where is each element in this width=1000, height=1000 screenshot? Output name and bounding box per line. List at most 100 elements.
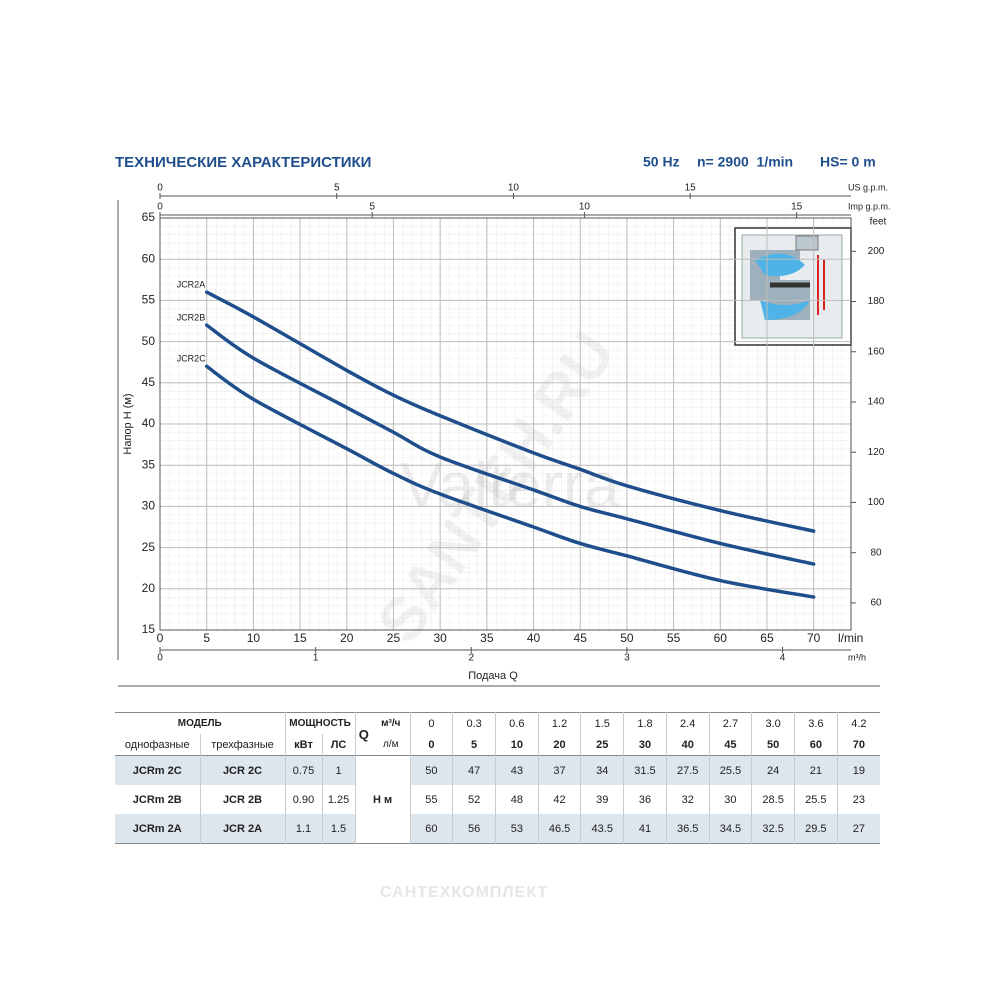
value-cell: 27 bbox=[836, 814, 880, 844]
value-cell: 23 bbox=[836, 785, 880, 814]
curve-label: JCR2A bbox=[177, 280, 206, 290]
value-cell: 21 bbox=[794, 755, 838, 785]
x-tick-label: 55 bbox=[667, 631, 681, 645]
plot-frame bbox=[159, 217, 852, 631]
header-cell: 45 bbox=[708, 734, 752, 756]
x-tick-label: 15 bbox=[791, 202, 803, 213]
pump-inset bbox=[734, 227, 852, 346]
header-cell: Q bbox=[354, 712, 373, 756]
header-cell: однофазные bbox=[124, 738, 190, 751]
model-cell: JCR 2C bbox=[199, 755, 286, 785]
power-cell: 1.1 bbox=[284, 814, 323, 844]
curve bbox=[204, 323, 816, 566]
y2-tick-label: 160 bbox=[868, 346, 885, 357]
curve-label: JCR2C bbox=[177, 354, 207, 364]
header-cell: 70 bbox=[836, 734, 880, 756]
x-unit-label: l/min bbox=[838, 631, 863, 645]
value-cell: 28.5 bbox=[751, 785, 795, 814]
value-cell: 39 bbox=[580, 785, 624, 814]
x-tick-label: 20 bbox=[340, 631, 354, 645]
power-cell: 0.75 bbox=[284, 755, 323, 785]
table-row: однофазные трехфазные кВт ЛС л/м 0 5 10 20 25 30 40… bbox=[115, 734, 880, 756]
x-unit-label: m³/h bbox=[848, 652, 866, 662]
condition: HS= 0 m bbox=[820, 154, 876, 170]
model-cell: JCRm 2C bbox=[115, 755, 200, 785]
header-cell: кВт bbox=[284, 734, 323, 756]
x-tick-label: 35 bbox=[480, 631, 494, 645]
model-cell: JCR 2B bbox=[199, 785, 286, 814]
value-cell: 32.5 bbox=[751, 814, 795, 844]
value-cell: 55 bbox=[409, 785, 453, 814]
table-row: JCRm 2B JCR 2B 0.90 1.25 55 52 48 42 39 36 32 30 28.… bbox=[115, 785, 880, 814]
y2-axis-label: feet bbox=[870, 217, 887, 228]
header-cell: м³/ч bbox=[381, 718, 401, 729]
x-tick-label: 70 bbox=[807, 631, 821, 645]
value-cell: 43 bbox=[494, 755, 539, 785]
x-tick-label: 65 bbox=[760, 631, 774, 645]
x-tick-label: 0 bbox=[157, 183, 163, 194]
x-tick-label: 3 bbox=[624, 653, 630, 664]
y2-tick-label: 100 bbox=[868, 497, 885, 508]
header-cell: 60 bbox=[794, 734, 838, 756]
value-cell: 30 bbox=[708, 785, 752, 814]
value-cell: 56 bbox=[452, 814, 496, 844]
y-tick-label: 15 bbox=[142, 622, 156, 636]
header-cell: 1.5 bbox=[580, 712, 624, 734]
table-row: JCRm 2C JCR 2C 0.75 1 H м 50 47 43 37 34 31.5 27.5 2… bbox=[115, 755, 880, 844]
value-cell: 41 bbox=[623, 814, 667, 844]
y-tick-label: 55 bbox=[142, 293, 156, 307]
value-cell: 25.5 bbox=[794, 785, 838, 814]
value-cell: 47 bbox=[452, 755, 496, 785]
x-tick-label: 15 bbox=[293, 631, 307, 645]
header-cell: 3.0 bbox=[751, 712, 795, 734]
header-cell: л/м bbox=[383, 739, 399, 750]
value-cell: 31.5 bbox=[623, 755, 667, 785]
x-tick-label: 25 bbox=[387, 631, 401, 645]
table-row: JCRm 2A JCR 2A 1.1 1.5 60 56 53 46.5 43.5 41 36.5 3… bbox=[115, 814, 880, 844]
x-tick-label: 10 bbox=[579, 202, 591, 213]
unit-cell: H м bbox=[354, 755, 411, 844]
x-tick-label: 0 bbox=[157, 202, 163, 213]
y-tick-label: 25 bbox=[142, 540, 156, 554]
model-cell: JCR 2A bbox=[199, 814, 286, 844]
y2-tick-label: 200 bbox=[868, 246, 885, 257]
header-cell: 1.8 bbox=[623, 712, 667, 734]
value-cell: 24 bbox=[751, 755, 795, 785]
x-tick-label: 5 bbox=[334, 183, 340, 194]
header-cell: МОЩНОСТЬ bbox=[284, 712, 356, 734]
header-cell: 0.6 bbox=[494, 712, 539, 734]
condition: n= 2900 1/min bbox=[697, 154, 793, 170]
value-cell: 25.5 bbox=[708, 755, 752, 785]
model-cell: JCRm 2B bbox=[132, 793, 182, 806]
value-cell: 27.5 bbox=[665, 755, 710, 785]
header-cell: 0 bbox=[409, 712, 453, 734]
x-tick-label: 2 bbox=[468, 653, 474, 664]
header-cell: 2.4 bbox=[665, 712, 710, 734]
header-cell: 0 bbox=[409, 734, 453, 756]
value-cell: 60 bbox=[409, 814, 453, 844]
power-cell: 1.25 bbox=[321, 785, 356, 814]
curve-label: JCR2B bbox=[177, 312, 206, 322]
curve bbox=[204, 364, 816, 599]
x-tick-label: 60 bbox=[714, 631, 728, 645]
y2-tick-label: 60 bbox=[870, 598, 882, 609]
value-cell: 43.5 bbox=[580, 814, 624, 844]
x-tick-label: 40 bbox=[527, 631, 541, 645]
x-unit-label: Imp g.p.m. bbox=[848, 201, 891, 211]
header-cell: 25 bbox=[580, 734, 624, 756]
value-cell: 46.5 bbox=[537, 814, 581, 844]
header-cell: 3.6 bbox=[794, 712, 838, 734]
y2-tick-label: 180 bbox=[868, 296, 885, 307]
chart-title: ТЕХНИЧЕСКИЕ ХАРАКТЕРИСТИКИ bbox=[115, 154, 371, 171]
power-cell: 1 bbox=[321, 755, 356, 785]
x-tick-label: 0 bbox=[157, 631, 164, 645]
value-cell: 36 bbox=[623, 785, 667, 814]
model-cell: JCRm 2A bbox=[115, 814, 200, 844]
header-cell: 4.2 bbox=[836, 712, 880, 734]
x-tick-label: 50 bbox=[620, 631, 634, 645]
value-cell: 42 bbox=[537, 785, 581, 814]
header-cell: 10 bbox=[494, 734, 539, 756]
header-cell: трехфазные bbox=[199, 734, 286, 756]
